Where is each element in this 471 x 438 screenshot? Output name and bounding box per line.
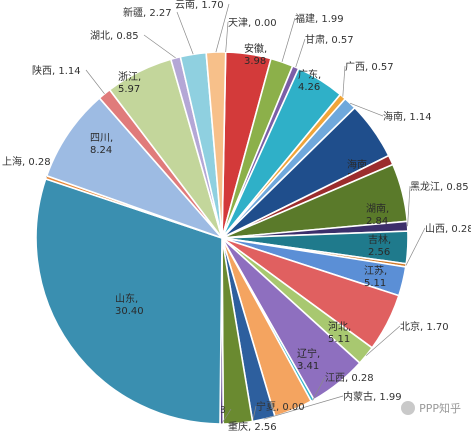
slice-label: 山东, 30.40 (115, 292, 144, 317)
slice-label: 新疆, 2.27 (123, 6, 172, 19)
slice-label: 宁夏, 0.00 (256, 400, 305, 413)
leader-line (349, 102, 384, 117)
watermark-text: PPP知乎 (419, 402, 461, 415)
leader-line (365, 325, 401, 356)
slice-label: 重庆, 2.56 (228, 420, 277, 433)
slice-label: 海南, 1.14 (383, 110, 432, 123)
leader-line (225, 21, 229, 53)
slice-label: 北京, 1.70 (400, 320, 449, 333)
slice-label: 上海, 0.28 (2, 155, 51, 168)
slice-label: 湖南, 2.84 (366, 202, 389, 227)
leader-line (215, 3, 230, 53)
slice-label: 辽宁, 3.41 (297, 347, 320, 372)
slice-label: 河北, 5.11 (328, 321, 351, 345)
pie-slice (45, 96, 225, 240)
leader-line (227, 422, 239, 427)
slice-label: 山西, 0.28 (425, 223, 471, 235)
slice-label: 广西, 0.57 (345, 61, 394, 73)
slice-label: 江西, 0.28 (325, 372, 374, 384)
slice-label: 陕西, 1.14 (32, 64, 81, 77)
leader-line (263, 395, 344, 420)
leader-line (312, 376, 326, 401)
slice-label: 甘肃, 0.57 (305, 33, 354, 46)
slice-label: 内蒙古, 1.99 (343, 390, 402, 403)
slice-label: 江苏, 5.11 (364, 264, 387, 289)
slice-label: 安徽, 3.98 (244, 42, 267, 67)
leader-line (295, 38, 306, 68)
pie-slice (35, 177, 223, 425)
leader-line (252, 405, 257, 422)
slice-label: 云南, 1.70 (175, 0, 224, 11)
watermark-logo-icon (401, 401, 416, 415)
slice-label: 黑龙江, 0.85 (410, 180, 469, 193)
slice-label: 四川, 8.24 (90, 133, 113, 156)
slice-label: 福建, 1.99 (295, 12, 344, 25)
leader-line (342, 65, 346, 97)
slice-label: 湖北, 0.85 (90, 30, 139, 42)
slice-label: 广东, 4.26 (298, 68, 321, 93)
leader-line (85, 69, 105, 95)
leader-line (405, 227, 426, 266)
watermark: PPP知乎 (401, 400, 461, 416)
slice-label: 浙江, 5.97 (118, 71, 141, 95)
slice-label: 吉林, 2.56 (368, 233, 391, 258)
leader-line (281, 17, 296, 62)
slice-label: 天津, 0.00 (228, 17, 277, 29)
leader-line (176, 11, 194, 55)
leader-line (407, 185, 411, 227)
leader-line (221, 408, 232, 425)
leader-line (143, 34, 176, 59)
